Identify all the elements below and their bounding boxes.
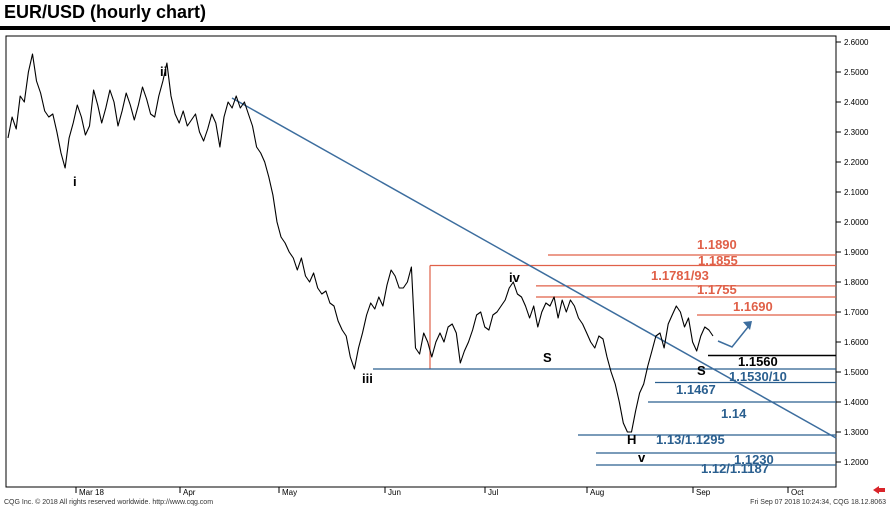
support-label: 1.12/1.1187 [701,461,769,476]
x-tick-label: May [282,488,297,497]
resistance-label: 1.1755 [697,282,737,297]
wave-label: S [697,363,706,378]
y-tick-label: 1.8000 [844,278,869,287]
support-label: 1.14 [721,406,747,421]
x-tick-label: Jul [488,488,498,497]
wave-label: ii [160,64,167,79]
resistance-label: 1.1855 [698,253,738,268]
x-tick-label: Jun [388,488,401,497]
support-label: 1.1530/10 [729,369,787,384]
plot-frame [5,35,837,488]
x-tick-label: Sep [696,488,711,497]
wave-label: iii [362,371,373,386]
resistance-label: 1.1781/93 [651,268,709,283]
price-series-line [7,53,714,433]
x-tick-label: Apr [183,488,196,497]
x-tick-label: Aug [590,488,604,497]
y-tick-label: 2.0000 [844,218,869,227]
x-tick-label: Oct [791,488,804,497]
support-label: 1.1230 [734,452,774,467]
title-underline [0,26,890,30]
projection-arrowhead [743,321,752,330]
y-tick-label: 2.3000 [844,128,869,137]
y-tick-label: 2.2000 [844,158,869,167]
y-tick-label: 1.7000 [844,308,869,317]
wave-label: H [627,432,636,447]
x-tick-label: Mar 18 [79,488,104,497]
y-tick-label: 1.2000 [844,458,869,467]
y-tick-label: 2.4000 [844,98,869,107]
y-tick-label: 1.9000 [844,248,869,257]
y-tick-label: 2.1000 [844,188,869,197]
wave-label: iv [509,270,521,285]
pivot-label: 1.1560 [738,354,778,369]
support-label: 1.1467 [676,382,716,397]
wave-label: i [73,174,77,189]
y-tick-label: 2.6000 [844,38,869,47]
chart-title: EUR/USD (hourly chart) [4,2,207,22]
y-tick-label: 1.6000 [844,338,869,347]
support-label: 1.13/1.1295 [656,432,725,447]
wave-label: S [543,350,552,365]
resistance-label: 1.1890 [697,237,737,252]
projection-arrow [717,326,749,348]
y-tick-label: 1.5000 [844,368,869,377]
y-tick-label: 2.5000 [844,68,869,77]
y-tick-label: 1.3000 [844,428,869,437]
timestamp-footer: Fri Sep 07 2018 10:24:34, CQG 18.12.8063 [750,499,886,506]
resistance-label: 1.1690 [733,299,773,314]
scroll-left-icon [873,486,885,494]
y-tick-label: 1.4000 [844,398,869,407]
wave-label: v [638,450,646,465]
copyright-footer: CQG Inc. © 2018 All rights reserved worl… [4,499,214,506]
trendline [231,97,837,439]
